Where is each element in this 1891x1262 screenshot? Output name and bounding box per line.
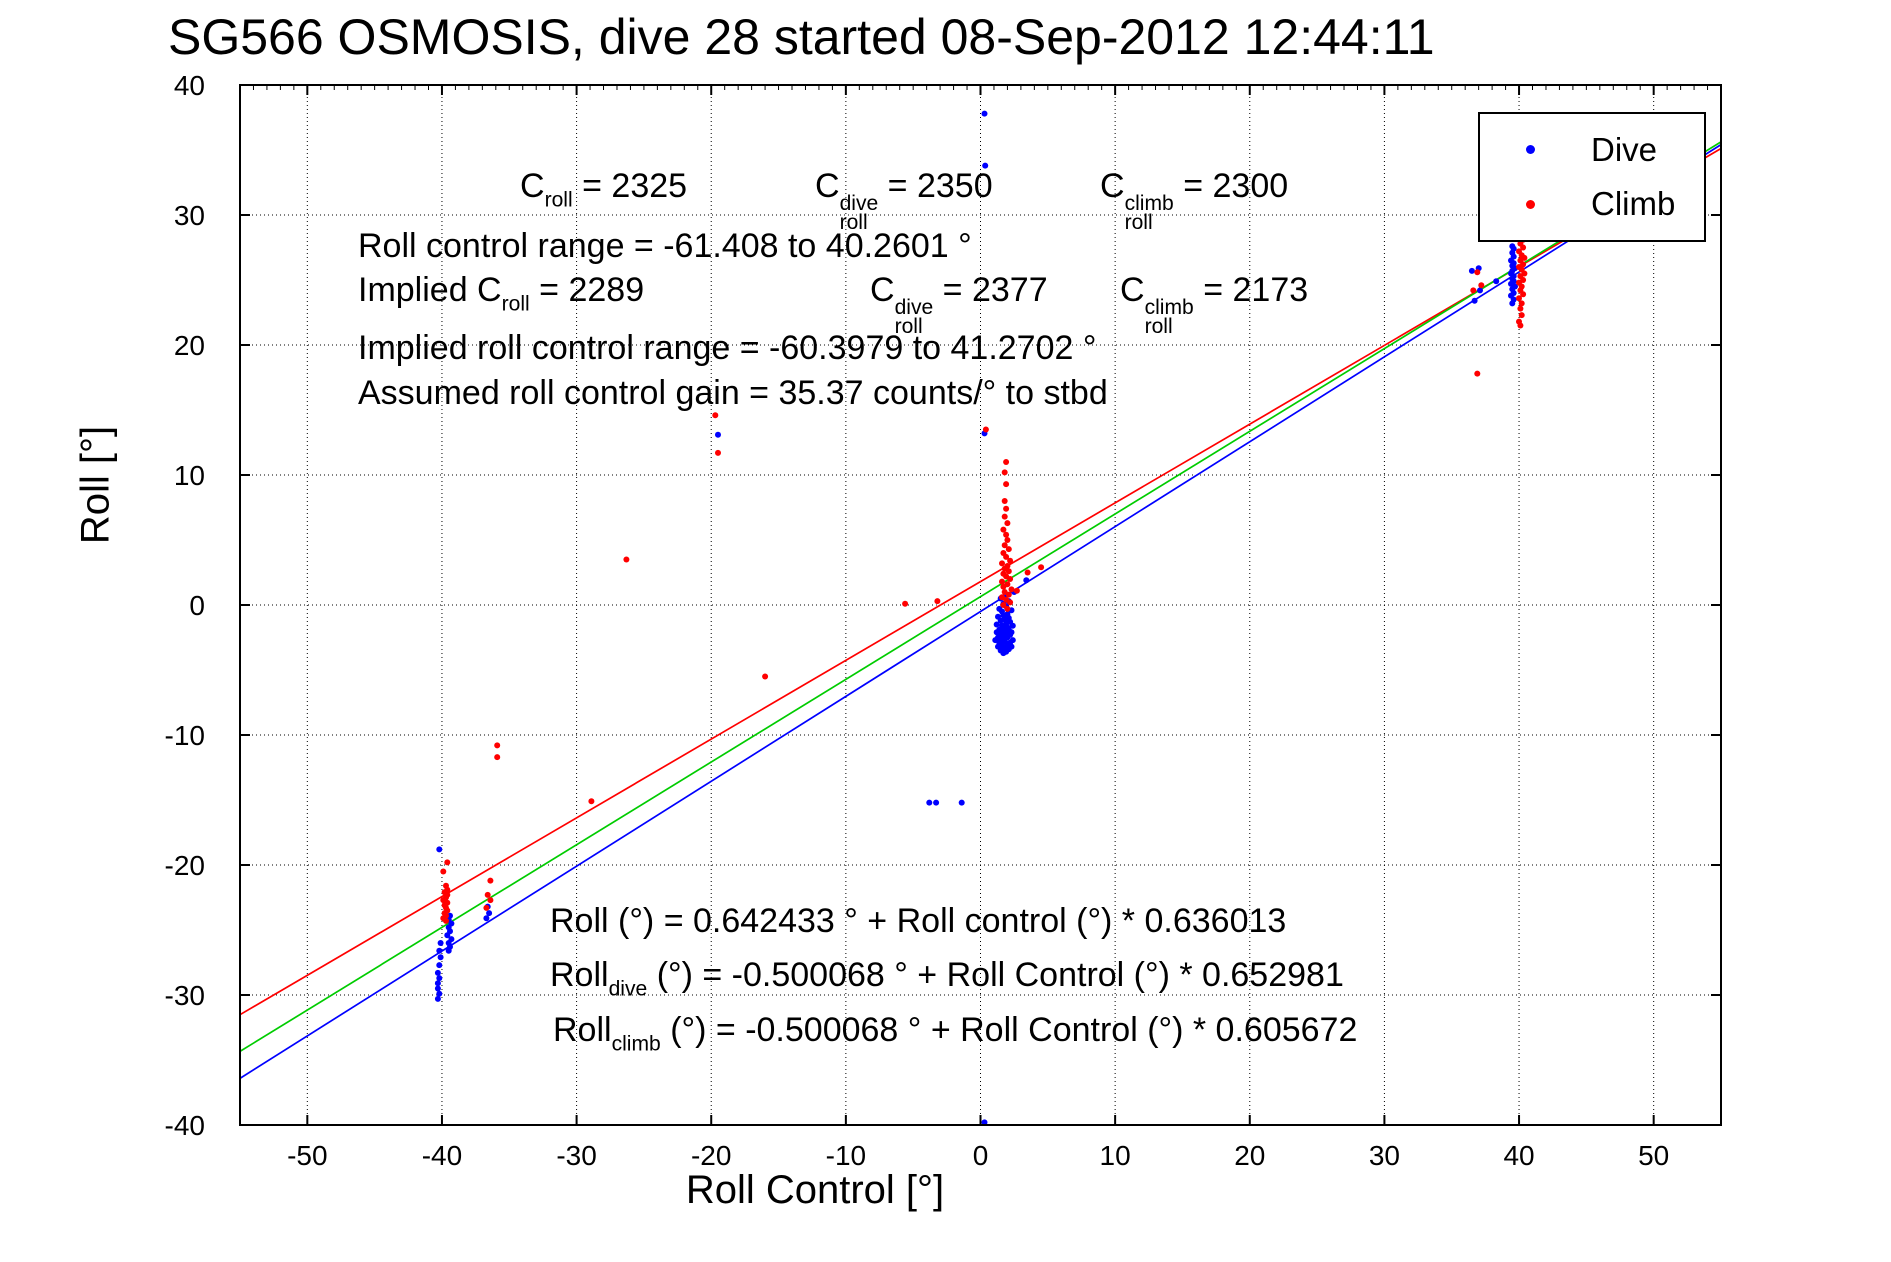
equation-text: (°) = -0.500068 ° + Roll Control (°) * 0… — [660, 1011, 1358, 1049]
y-tick-label: -40 — [165, 1110, 205, 1141]
x-tick-label: 10 — [1100, 1140, 1131, 1171]
legend-item-climb: Climb — [1480, 185, 1704, 223]
annotation-implied-c-roll: Implied Croll = 2289 — [358, 271, 645, 314]
climb-marker-icon — [1526, 199, 1535, 209]
x-tick-label: -20 — [691, 1140, 731, 1171]
x-tick-label: -10 — [826, 1140, 866, 1171]
equation-combined-fit: Roll (°) = 0.642433 ° + Roll control (°)… — [550, 902, 1287, 940]
annotation-text: = 2173 — [1193, 271, 1309, 309]
annotation-superscript: climb — [1124, 192, 1174, 216]
annotation-text: C — [1100, 167, 1125, 205]
equation-dive-fit: Rolldive (°) = -0.500068 ° + Roll Contro… — [550, 956, 1344, 999]
x-tick-label: 0 — [973, 1140, 989, 1171]
annotation-text: C — [870, 271, 895, 309]
annotation-supsub: dive roll — [894, 296, 934, 339]
annotation-implied-range: Implied roll control range = -60.3979 to… — [358, 329, 1097, 367]
annotation-text: = 2325 — [572, 167, 688, 205]
legend-item-dive: Dive — [1480, 131, 1704, 169]
annotation-supsub: dive roll — [839, 192, 879, 235]
annotation-c-roll: Croll = 2325 — [520, 167, 688, 210]
annotation-text: = 2377 — [933, 271, 1048, 309]
annotation-text: = 2350 — [878, 167, 993, 205]
x-tick-label: -50 — [287, 1140, 327, 1171]
x-axis-label: Roll Control [°] — [685, 1168, 945, 1212]
annotation-superscript: dive — [839, 192, 879, 216]
scatter-points-climb — [440, 227, 1528, 924]
y-tick-label: -30 — [165, 980, 205, 1011]
y-tick-label: 10 — [174, 460, 205, 491]
annotation-subscript: roll — [894, 315, 923, 339]
equation-text: Roll — [550, 956, 609, 994]
annotation-subscript: roll — [1144, 315, 1173, 339]
y-tick-label: 40 — [174, 70, 205, 101]
equation-subscript: climb — [611, 1032, 661, 1056]
dive-marker-icon — [1526, 145, 1535, 155]
annotation-roll-control-range: Roll control range = -61.408 to 40.2601 … — [358, 227, 972, 265]
y-tick-label: 20 — [174, 330, 205, 361]
x-tick-label: -30 — [556, 1140, 596, 1171]
legend: Dive Climb — [1478, 112, 1706, 242]
annotation-supsub: climb roll — [1124, 192, 1174, 235]
scatter-points-dive — [434, 110, 1518, 1126]
y-tick-label: -20 — [165, 850, 205, 881]
annotation-superscript: climb — [1144, 296, 1194, 320]
x-tick-label: 40 — [1503, 1140, 1534, 1171]
annotation-text: = 2300 — [1173, 167, 1289, 205]
annotation-subscript: roll — [839, 211, 868, 235]
y-tick-label: -10 — [165, 720, 205, 751]
annotation-text: Implied C — [358, 271, 502, 309]
annotation-gain: Assumed roll control gain = 35.37 counts… — [358, 374, 1108, 412]
annotation-text: C — [1120, 271, 1145, 309]
annotation-text: C — [815, 167, 840, 205]
y-tick-label: 0 — [189, 590, 205, 621]
x-tick-label: 50 — [1638, 1140, 1669, 1171]
annotation-subscript: roll — [501, 292, 530, 316]
annotation-supsub: climb roll — [1144, 296, 1194, 339]
combined-fit-line — [239, 141, 1722, 1053]
annotation-text: C — [520, 167, 545, 205]
y-axis-label: Roll [°] — [73, 425, 118, 545]
annotation-subscript: roll — [544, 188, 573, 212]
equation-text: Roll — [553, 1011, 612, 1049]
annotation-subscript: roll — [1124, 211, 1153, 235]
plot-title: SG566 OSMOSIS, dive 28 started 08-Sep-20… — [168, 9, 1435, 65]
equation-text: (°) = -0.500068 ° + Roll Control (°) * 0… — [647, 956, 1344, 994]
legend-label-climb: Climb — [1591, 185, 1676, 223]
equation-climb-fit: Rollclimb (°) = -0.500068 ° + Roll Contr… — [553, 1011, 1358, 1054]
x-tick-label: 20 — [1234, 1140, 1265, 1171]
annotation-text: = 2289 — [529, 271, 645, 309]
legend-label-dive: Dive — [1591, 130, 1658, 168]
equation-subscript: dive — [608, 977, 648, 1001]
y-tick-label: 30 — [174, 200, 205, 231]
x-tick-label: -40 — [422, 1140, 462, 1171]
x-tick-label: 30 — [1369, 1140, 1400, 1171]
annotation-superscript: dive — [894, 296, 934, 320]
